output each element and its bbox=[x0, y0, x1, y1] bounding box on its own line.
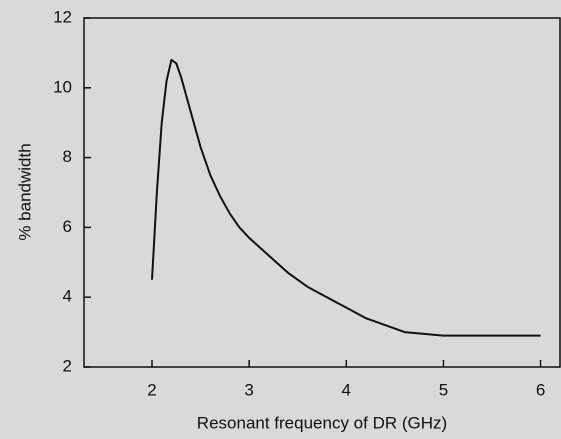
x-tick-label: 2 bbox=[147, 380, 156, 399]
x-tick-label: 4 bbox=[342, 380, 351, 399]
plot-frame bbox=[83, 17, 561, 368]
y-tick-label: 8 bbox=[63, 147, 72, 166]
y-tick-label: 2 bbox=[63, 356, 72, 375]
y-tick-label: 6 bbox=[63, 217, 72, 236]
y-tick-label: 10 bbox=[53, 77, 72, 96]
x-tick-label: 6 bbox=[536, 380, 545, 399]
y-axis-label: % bandwidth bbox=[15, 143, 34, 240]
x-tick-label: 5 bbox=[439, 380, 448, 399]
x-axis-label: Resonant frequency of DR (GHz) bbox=[197, 413, 447, 432]
y-tick-label: 4 bbox=[63, 287, 72, 306]
y-tick-label: 12 bbox=[53, 7, 72, 26]
x-tick-label: 3 bbox=[244, 380, 253, 399]
data-line bbox=[151, 58, 541, 337]
